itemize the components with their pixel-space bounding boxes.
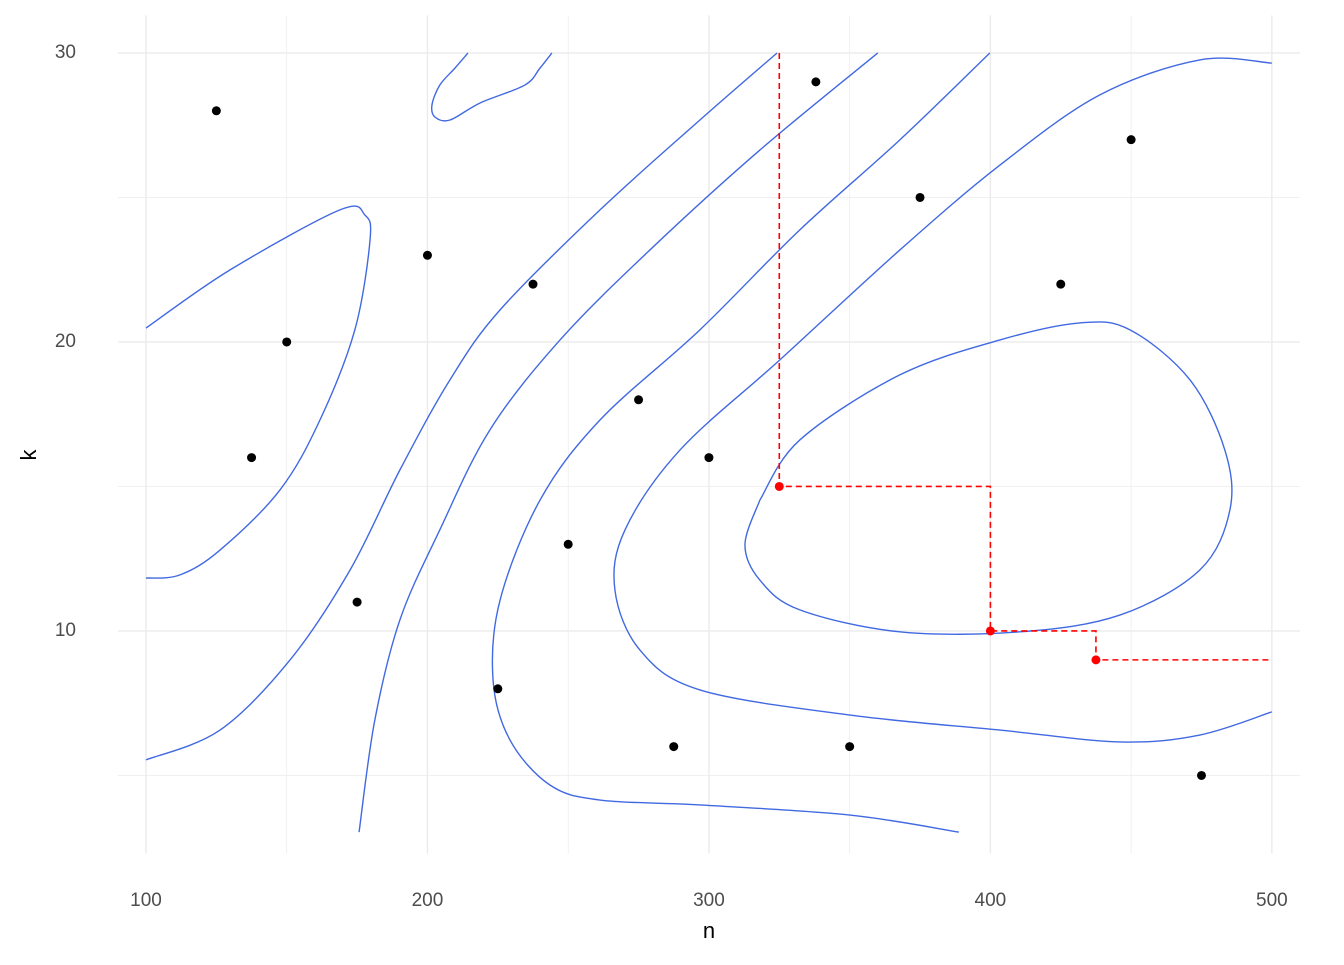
data-point: [211, 106, 221, 116]
y-tick-label: 30: [55, 42, 76, 63]
x-tick-label: 100: [130, 890, 162, 911]
highlight-point: [1091, 655, 1101, 665]
data-point: [1196, 770, 1206, 780]
data-point: [915, 192, 925, 202]
data-point: [811, 77, 821, 87]
x-tick-label: 500: [1256, 890, 1288, 911]
data-point: [282, 337, 292, 347]
data-point: [422, 250, 432, 260]
search-path: [778, 52, 1272, 661]
contour-line: [491, 52, 991, 833]
data-point: [704, 453, 714, 463]
contour-line: [145, 205, 372, 579]
y-tick-label: 10: [55, 620, 76, 641]
data-point: [1056, 279, 1066, 289]
data-point: [669, 742, 679, 752]
x-tick-label: 400: [975, 890, 1007, 911]
data-point: [845, 742, 855, 752]
y-axis-title: k: [16, 449, 41, 461]
data-point: [563, 539, 573, 549]
contour-line: [430, 52, 553, 122]
highlight-point: [774, 481, 784, 491]
data-point: [493, 684, 503, 694]
data-point: [352, 597, 362, 607]
data-point: [1126, 135, 1136, 145]
contour-line: [145, 52, 778, 761]
contour-line: [744, 321, 1233, 635]
contour-line: [613, 57, 1273, 743]
data-point: [528, 279, 538, 289]
x-tick-label: 200: [412, 890, 444, 911]
contour-line: [358, 52, 879, 833]
x-axis-title: n: [703, 918, 715, 943]
highlight-point: [985, 626, 995, 636]
y-tick-label: 20: [55, 331, 76, 352]
x-tick-label: 300: [693, 890, 725, 911]
data-point: [634, 395, 644, 405]
data-point: [247, 453, 257, 463]
